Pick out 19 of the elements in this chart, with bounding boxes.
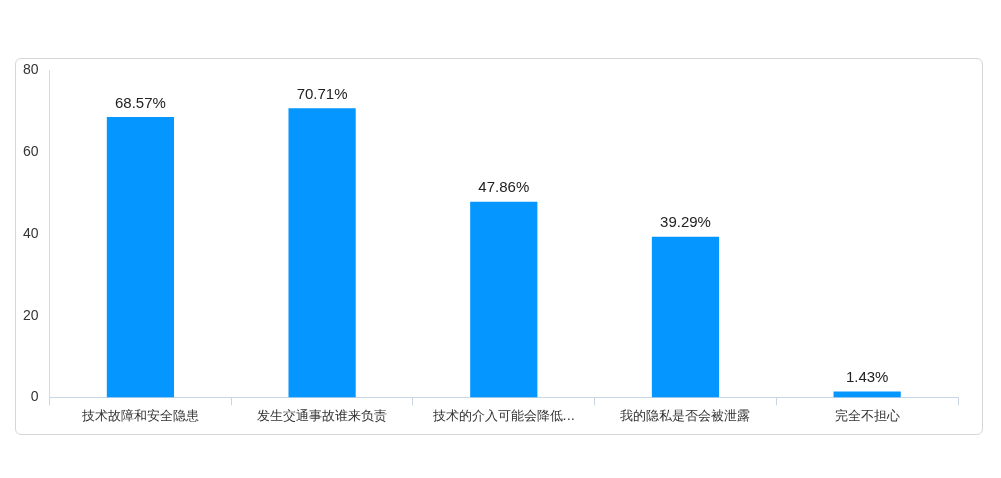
data-label: 70.71% — [296, 85, 348, 103]
bar — [470, 201, 538, 398]
x-tick-label: 技术的介入可能会降低... — [431, 407, 575, 423]
x-tick-label: 我的隐私是否会被泄露 — [620, 407, 751, 423]
data-label: 39.29% — [660, 213, 711, 231]
y-tick-label: 0 — [30, 388, 39, 405]
bar — [651, 236, 720, 398]
data-label: 68.57% — [114, 93, 166, 111]
y-tick-label: 60 — [22, 143, 39, 160]
y-tick-label: 20 — [22, 306, 39, 323]
data-label: 47.86% — [478, 178, 530, 196]
x-tick-label: 完全不担心 — [834, 407, 900, 423]
bar — [288, 108, 356, 398]
bar — [106, 117, 175, 398]
x-tick-label: 发生交通事故谁来负责 — [257, 407, 388, 423]
x-tick-label: 技术故障和安全隐患 — [80, 407, 199, 423]
data-label: 1.43% — [845, 368, 889, 386]
y-tick-label: 40 — [22, 224, 39, 241]
y-tick-label: 80 — [22, 61, 39, 78]
